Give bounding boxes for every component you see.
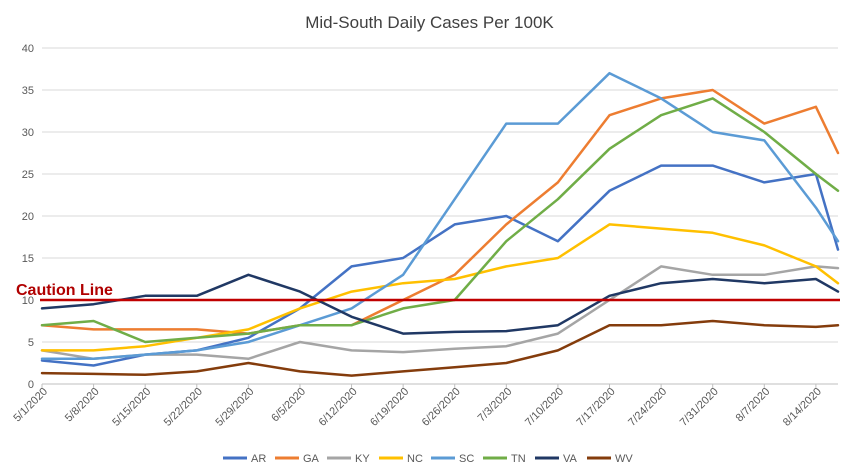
x-tick-label: 8/7/2020 <box>734 386 773 425</box>
series-line-ga <box>40 88 840 335</box>
series-line-nc <box>40 223 840 352</box>
x-tick-label: 8/14/2020 <box>781 386 824 429</box>
x-tick-label: 5/1/2020 <box>11 386 50 425</box>
legend-label-va: VA <box>563 453 578 465</box>
x-tick-label: 5/8/2020 <box>63 386 102 425</box>
y-tick-label: 10 <box>22 295 34 307</box>
legend-label-sc: SC <box>459 453 474 465</box>
chart-title: Mid-South Daily Cases Per 100K <box>305 13 554 32</box>
x-tick-label: 7/17/2020 <box>575 386 618 429</box>
series-line-ky <box>40 265 840 361</box>
x-tick-label: 5/29/2020 <box>213 386 256 429</box>
x-tick-label: 5/15/2020 <box>110 386 153 429</box>
legend-label-wv: WV <box>615 453 633 465</box>
x-tick-label: 6/26/2020 <box>420 386 463 429</box>
series-line-ar <box>40 164 840 367</box>
y-axis-ticks: 0 5 10 15 20 25 30 35 40 <box>22 43 34 391</box>
y-tick-label: 35 <box>22 85 34 97</box>
x-tick-label: 5/22/2020 <box>162 386 205 429</box>
legend-label-tn: TN <box>511 453 526 465</box>
x-tick-label: 6/19/2020 <box>368 386 411 429</box>
legend-label-ga: GA <box>303 453 320 465</box>
y-tick-label: 20 <box>22 211 34 223</box>
x-tick-label: 6/12/2020 <box>317 386 360 429</box>
y-tick-label: 5 <box>28 337 34 349</box>
series-line-va <box>40 273 840 335</box>
caution-line-group: Caution Line <box>16 282 840 302</box>
legend-label-nc: NC <box>407 453 423 465</box>
series-line-sc <box>40 71 840 361</box>
y-tick-label: 0 <box>28 379 34 391</box>
x-tick-label: 6/5/2020 <box>269 386 308 425</box>
y-tick-label: 40 <box>22 43 34 55</box>
legend-label-ar: AR <box>251 453 266 465</box>
x-tick-label: 7/31/2020 <box>678 386 721 429</box>
series-line-wv <box>40 319 840 377</box>
caution-line-label: Caution Line <box>16 282 113 299</box>
legend-label-ky: KY <box>355 453 370 465</box>
y-tick-label: 25 <box>22 169 34 181</box>
y-tick-label: 30 <box>22 127 34 139</box>
series-lines <box>40 71 840 377</box>
legend: AR GA KY NC SC TN VA WV <box>223 453 633 465</box>
x-tick-label: 7/3/2020 <box>476 386 515 425</box>
y-tick-label: 15 <box>22 253 34 265</box>
x-tick-label: 7/24/2020 <box>626 386 669 429</box>
x-axis-ticks: 5/1/2020 5/8/2020 5/15/2020 5/22/2020 5/29/2… <box>11 384 824 429</box>
x-tick-label: 7/10/2020 <box>523 386 566 429</box>
